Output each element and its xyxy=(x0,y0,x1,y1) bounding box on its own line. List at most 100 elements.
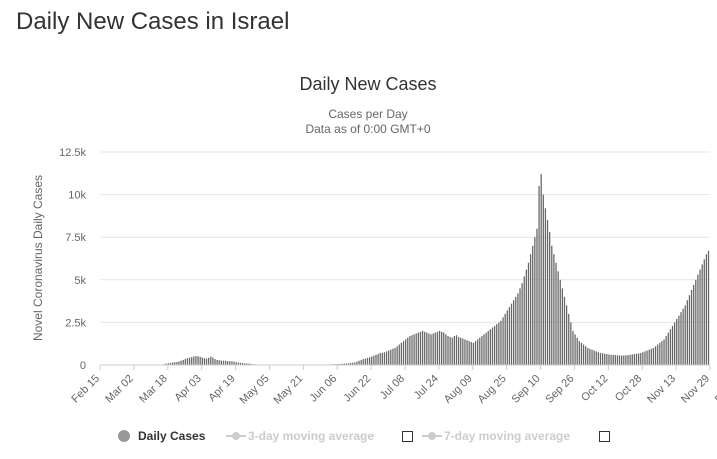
bar[interactable] xyxy=(565,305,568,365)
bar[interactable] xyxy=(180,360,182,365)
bar[interactable] xyxy=(529,254,532,365)
bar[interactable] xyxy=(640,353,642,365)
bar[interactable] xyxy=(453,336,455,365)
bar[interactable] xyxy=(472,342,475,365)
bar[interactable] xyxy=(521,283,523,365)
bar[interactable] xyxy=(244,363,246,365)
bar[interactable] xyxy=(383,352,386,365)
bar[interactable] xyxy=(178,361,180,365)
bar[interactable] xyxy=(364,358,367,365)
bar[interactable] xyxy=(688,295,691,365)
bar[interactable] xyxy=(377,353,379,365)
bar[interactable] xyxy=(618,355,621,365)
bar[interactable] xyxy=(650,348,652,365)
bar[interactable] xyxy=(248,363,250,365)
bar[interactable] xyxy=(585,346,587,365)
bar[interactable] xyxy=(644,351,646,365)
bar[interactable] xyxy=(648,349,650,365)
bar[interactable] xyxy=(705,254,708,365)
bar[interactable] xyxy=(489,329,491,365)
bar[interactable] xyxy=(195,356,197,365)
bar[interactable] xyxy=(536,228,538,365)
bar[interactable] xyxy=(553,254,555,365)
bar[interactable] xyxy=(534,237,536,365)
bar[interactable] xyxy=(542,194,544,365)
legend-item-daily-cases[interactable]: Daily Cases xyxy=(116,428,205,444)
bar[interactable] xyxy=(224,360,227,365)
bar[interactable] xyxy=(606,354,608,365)
bar[interactable] xyxy=(671,325,674,365)
bar[interactable] xyxy=(576,337,578,365)
bar[interactable] xyxy=(424,331,426,365)
bar[interactable] xyxy=(235,362,237,365)
bar[interactable] xyxy=(182,359,184,365)
bar[interactable] xyxy=(371,356,373,365)
bar[interactable] xyxy=(419,331,422,365)
bar[interactable] xyxy=(589,348,591,365)
bar[interactable] xyxy=(445,334,447,365)
bar[interactable] xyxy=(368,357,371,365)
legend-item-7-day-average[interactable]: 7-day moving average xyxy=(422,428,570,444)
bar[interactable] xyxy=(375,354,377,365)
bar[interactable] xyxy=(652,347,655,365)
bar[interactable] xyxy=(402,341,405,365)
bar[interactable] xyxy=(621,355,623,365)
bar[interactable] xyxy=(239,362,242,365)
bar[interactable] xyxy=(210,356,212,365)
bar[interactable] xyxy=(572,330,574,365)
bar[interactable] xyxy=(366,357,369,365)
bar[interactable] xyxy=(468,341,470,365)
checkbox-7-day-average[interactable] xyxy=(599,431,610,442)
bar[interactable] xyxy=(241,363,244,365)
bar[interactable] xyxy=(517,293,519,365)
bar[interactable] xyxy=(678,315,680,365)
bar[interactable] xyxy=(601,353,604,365)
bar[interactable] xyxy=(407,337,409,365)
bar[interactable] xyxy=(339,363,341,365)
bar[interactable] xyxy=(485,332,487,365)
bar[interactable] xyxy=(551,245,553,365)
bar[interactable] xyxy=(390,349,392,365)
bar[interactable] xyxy=(477,339,479,365)
bar[interactable] xyxy=(451,337,453,365)
bar[interactable] xyxy=(398,344,400,365)
bar[interactable] xyxy=(191,357,193,365)
bar[interactable] xyxy=(188,357,191,365)
bar[interactable] xyxy=(347,363,350,365)
bar[interactable] xyxy=(676,318,678,365)
bar[interactable] xyxy=(169,362,172,365)
bar[interactable] xyxy=(373,355,375,365)
bar[interactable] xyxy=(426,332,428,365)
bar[interactable] xyxy=(544,208,547,365)
bar[interactable] xyxy=(697,274,699,365)
bar[interactable] xyxy=(222,360,225,365)
bar[interactable] xyxy=(646,350,648,365)
legend-item-3-day-average[interactable]: 3-day moving average xyxy=(226,428,374,444)
bar[interactable] xyxy=(513,300,515,365)
bar[interactable] xyxy=(657,344,659,365)
bar[interactable] xyxy=(428,333,430,365)
bar[interactable] xyxy=(449,336,451,365)
bar[interactable] xyxy=(614,355,616,365)
bar[interactable] xyxy=(432,333,434,365)
bar[interactable] xyxy=(500,320,502,365)
bar[interactable] xyxy=(441,331,443,365)
bar[interactable] xyxy=(462,338,464,365)
bar[interactable] xyxy=(438,330,441,365)
bar[interactable] xyxy=(661,341,663,365)
bar[interactable] xyxy=(186,358,189,365)
bar[interactable] xyxy=(413,334,415,365)
bar[interactable] xyxy=(208,357,210,365)
bar[interactable] xyxy=(411,335,413,365)
bar[interactable] xyxy=(527,262,530,365)
bar[interactable] xyxy=(625,355,627,365)
bar[interactable] xyxy=(464,339,466,365)
bar[interactable] xyxy=(231,361,233,365)
bar[interactable] xyxy=(582,344,585,365)
bar[interactable] xyxy=(570,322,572,365)
bar[interactable] xyxy=(388,350,390,365)
bar[interactable] xyxy=(568,313,570,365)
bar[interactable] xyxy=(701,264,703,365)
bar[interactable] xyxy=(184,359,186,365)
bar[interactable] xyxy=(502,317,504,365)
